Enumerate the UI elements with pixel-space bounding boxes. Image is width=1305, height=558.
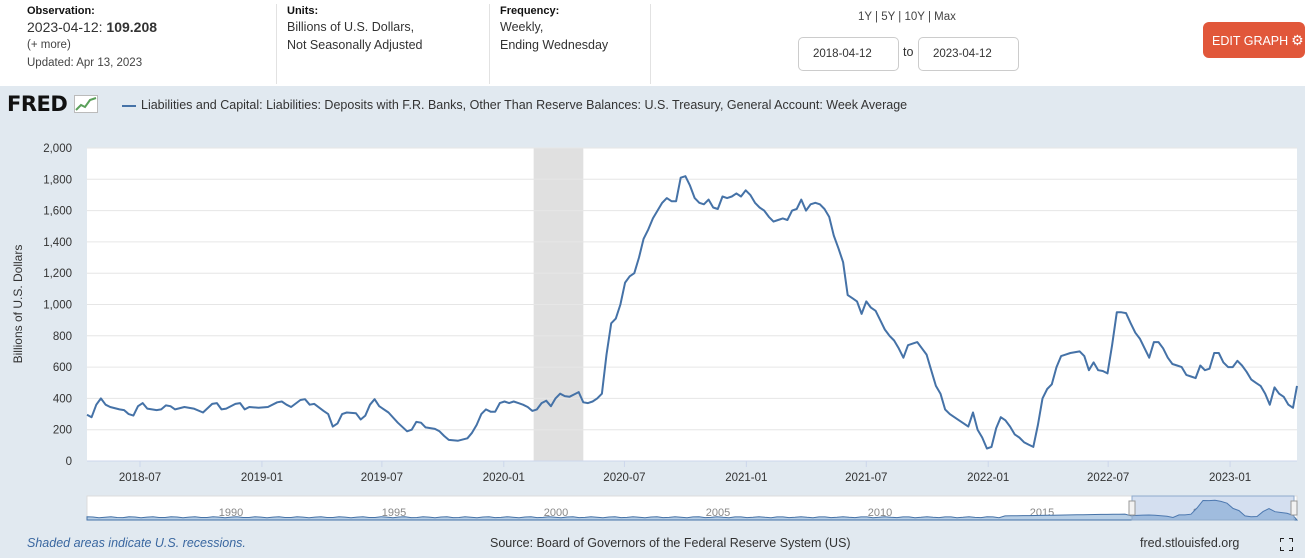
series-title: Liabilities and Capital: Liabilities: De… bbox=[141, 98, 908, 112]
y-tick-label: 2,000 bbox=[43, 143, 72, 155]
frequency-label: Frequency: bbox=[500, 5, 560, 17]
updated-date: Updated: Apr 13, 2023 bbox=[27, 57, 143, 69]
source-note: Source: Board of Governors of the Federa… bbox=[490, 536, 851, 550]
x-tick-label: 2019-07 bbox=[361, 472, 403, 484]
divider bbox=[276, 4, 277, 84]
gear-icon: ⚙ bbox=[1291, 32, 1304, 48]
navigator-left-handle[interactable] bbox=[1128, 500, 1136, 516]
frequency-block: Frequency: Weekly, Ending Wednesday bbox=[500, 4, 608, 54]
units-line2: Not Seasonally Adjusted bbox=[287, 38, 423, 52]
x-tick-label: 2020-07 bbox=[603, 472, 645, 484]
range-10y[interactable]: 10Y bbox=[904, 11, 925, 23]
fred-logo[interactable]: FRED bbox=[7, 92, 99, 116]
navigator-label: 1995 bbox=[382, 507, 406, 519]
observation-number: 109.208 bbox=[106, 19, 158, 35]
header-bar: Observation: 2023-04-12: 109.208 (+ more… bbox=[0, 0, 1305, 86]
navigator-label: 2000 bbox=[544, 507, 568, 519]
frequency-line2: Ending Wednesday bbox=[500, 38, 609, 52]
y-tick-label: 0 bbox=[66, 456, 72, 468]
x-tick-label: 2019-01 bbox=[241, 472, 283, 484]
fred-logo-text: FRED bbox=[7, 92, 68, 116]
y-tick-label: 400 bbox=[53, 393, 72, 405]
x-tick-label: 2021-07 bbox=[845, 472, 887, 484]
navigator-series bbox=[86, 499, 1299, 521]
frequency-line1: Weekly, bbox=[500, 20, 544, 34]
observation-label: Observation: bbox=[27, 5, 95, 17]
y-tick-label: 800 bbox=[53, 331, 72, 343]
to-label: to bbox=[903, 45, 914, 59]
fullscreen-icon[interactable] bbox=[1280, 538, 1293, 551]
units-line1: Billions of U.S. Dollars, bbox=[287, 20, 415, 34]
x-tick-label: 2018-07 bbox=[119, 472, 161, 484]
divider bbox=[650, 4, 651, 84]
y-tick-label: 600 bbox=[53, 362, 72, 374]
y-axis-label: Billions of U.S. Dollars bbox=[11, 245, 25, 364]
y-tick-label: 200 bbox=[53, 425, 72, 437]
legend-line-icon bbox=[122, 104, 136, 107]
series-legend: Liabilities and Capital: Liabilities: De… bbox=[122, 98, 907, 112]
y-tick-label: 1,000 bbox=[43, 300, 72, 312]
navigator-label: 2005 bbox=[706, 507, 730, 519]
end-date-input[interactable]: 2023-04-12 bbox=[918, 37, 1019, 71]
recession-note: Shaded areas indicate U.S. recessions. bbox=[27, 536, 246, 550]
units-block: Units: Billions of U.S. Dollars, Not Sea… bbox=[287, 4, 423, 54]
x-tick-label: 2022-01 bbox=[967, 472, 1009, 484]
observation-block: Observation: 2023-04-12: 109.208 (+ more… bbox=[27, 4, 157, 72]
range-selector: 1Y | 5Y | 10Y | Max bbox=[858, 11, 956, 23]
x-tick-label: 2021-01 bbox=[725, 472, 767, 484]
fred-chart-icon bbox=[74, 95, 99, 113]
x-tick-label: 2020-01 bbox=[483, 472, 525, 484]
range-1y[interactable]: 1Y bbox=[858, 11, 872, 23]
navigator-label: 1990 bbox=[219, 507, 243, 519]
navigator-label: 2010 bbox=[868, 507, 892, 519]
series-line bbox=[86, 175, 1298, 450]
divider bbox=[489, 4, 490, 84]
navigator-selection[interactable] bbox=[1131, 495, 1295, 521]
more-link[interactable]: (+ more) bbox=[27, 39, 71, 51]
units-label: Units: bbox=[287, 5, 319, 17]
x-tick-label: 2022-07 bbox=[1087, 472, 1129, 484]
observation-value: 2023-04-12: 109.208 bbox=[27, 18, 157, 36]
observation-date: 2023-04-12: bbox=[27, 19, 103, 35]
range-max[interactable]: Max bbox=[934, 11, 956, 23]
y-tick-label: 1,200 bbox=[43, 268, 72, 280]
edit-graph-label: EDIT GRAPH bbox=[1212, 34, 1289, 48]
y-tick-label: 1,600 bbox=[43, 206, 72, 218]
y-tick-label: 1,800 bbox=[43, 174, 72, 186]
range-5y[interactable]: 5Y bbox=[881, 11, 896, 23]
site-link[interactable]: fred.stlouisfed.org bbox=[1140, 536, 1240, 550]
navigator-right-handle[interactable] bbox=[1290, 500, 1298, 516]
y-tick-label: 1,400 bbox=[43, 237, 72, 249]
start-date-input[interactable]: 2018-04-12 bbox=[798, 37, 899, 71]
x-tick-label: 2023-01 bbox=[1209, 472, 1251, 484]
edit-graph-button[interactable]: EDIT GRAPH ⚙ bbox=[1203, 22, 1305, 58]
